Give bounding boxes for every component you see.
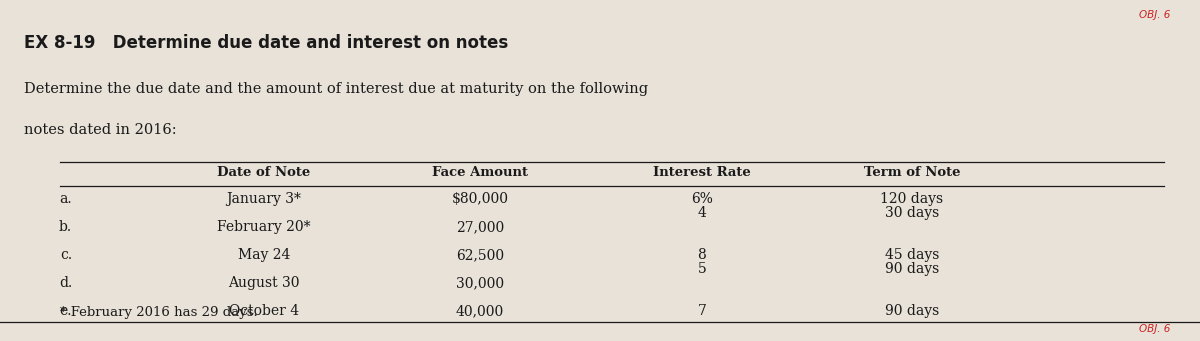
Text: a.: a. — [59, 192, 72, 207]
Text: 90 days: 90 days — [884, 304, 940, 318]
Text: October 4: October 4 — [229, 304, 299, 318]
Text: Interest Rate: Interest Rate — [653, 166, 751, 179]
Text: August 30: August 30 — [228, 276, 300, 291]
Text: d.: d. — [59, 276, 72, 291]
Text: 62,500: 62,500 — [456, 248, 504, 263]
Text: 8: 8 — [697, 248, 707, 263]
Text: b.: b. — [59, 220, 72, 235]
Text: $80,000: $80,000 — [451, 192, 509, 207]
Text: e.: e. — [60, 304, 72, 318]
Text: OBJ. 6: OBJ. 6 — [1139, 324, 1170, 334]
Text: May 24: May 24 — [238, 248, 290, 263]
Text: * February 2016 has 29 days.: * February 2016 has 29 days. — [60, 306, 258, 318]
Text: 90 days: 90 days — [884, 262, 940, 277]
Text: Date of Note: Date of Note — [217, 166, 311, 179]
Text: notes dated in 2016:: notes dated in 2016: — [24, 123, 176, 137]
Text: 40,000: 40,000 — [456, 304, 504, 318]
Text: Determine the due date and the amount of interest due at maturity on the followi: Determine the due date and the amount of… — [24, 82, 648, 96]
Text: 27,000: 27,000 — [456, 220, 504, 235]
Text: 45 days: 45 days — [884, 248, 940, 263]
Text: 30,000: 30,000 — [456, 276, 504, 291]
Text: 7: 7 — [697, 304, 707, 318]
Text: 4: 4 — [697, 206, 707, 221]
Text: February 20*: February 20* — [217, 220, 311, 235]
Text: 6%: 6% — [691, 192, 713, 207]
Text: January 3*: January 3* — [227, 192, 301, 207]
Text: Term of Note: Term of Note — [864, 166, 960, 179]
Text: OBJ. 6: OBJ. 6 — [1139, 10, 1170, 20]
Text: 120 days: 120 days — [881, 192, 943, 207]
Text: 5: 5 — [697, 262, 707, 277]
Text: c.: c. — [60, 248, 72, 263]
Text: EX 8-19   Determine due date and interest on notes: EX 8-19 Determine due date and interest … — [24, 34, 509, 52]
Text: Face Amount: Face Amount — [432, 166, 528, 179]
Text: 30 days: 30 days — [884, 206, 940, 221]
